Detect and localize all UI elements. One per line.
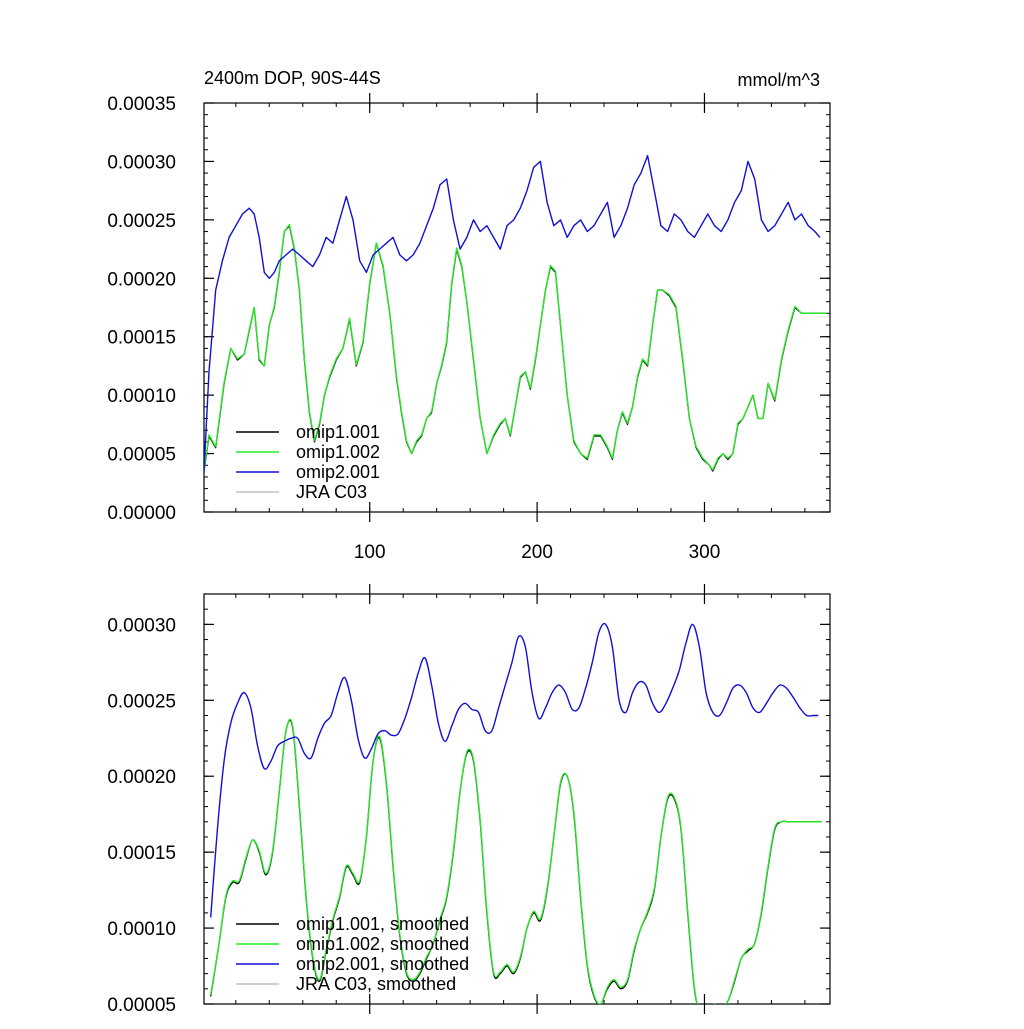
y-tick-label: 0.00025 (107, 211, 176, 232)
units-label: mmol/m^3 (737, 70, 820, 90)
series-line-omip1-002-smoothed (210, 718, 822, 1004)
legend-label: omip1.002 (296, 442, 380, 462)
x-tick-label: 200 (521, 542, 553, 563)
y-tick-label: 0.00015 (107, 843, 176, 864)
y-tick-label: 0.00020 (107, 269, 176, 290)
plot-frame (203, 102, 831, 513)
y-tick-label: 0.00020 (107, 767, 176, 788)
series-line-omip2-001 (204, 154, 821, 472)
series-line-omip1-002 (204, 223, 827, 471)
chart-title: 2400m DOP, 90S-44S (204, 68, 381, 88)
y-tick-label: 0.00025 (107, 691, 176, 712)
y-tick-label: 0.00010 (107, 919, 176, 940)
plot-frame (203, 593, 831, 1005)
y-tick-label: 0.00015 (107, 328, 176, 349)
legend-label: omip1.001, smoothed (296, 914, 469, 934)
legend-label: JRA C03 (296, 482, 367, 502)
legend-label: omip2.001, smoothed (296, 954, 469, 974)
y-tick-label: 0.00010 (107, 386, 176, 407)
series-line-omip2-001-smoothed (210, 622, 819, 918)
x-tick-label: 100 (354, 542, 386, 563)
legend-label: JRA C03, smoothed (296, 974, 456, 994)
legend-label: omip2.001 (296, 462, 380, 482)
legend-label: omip1.002, smoothed (296, 934, 469, 954)
y-tick-label: 0.00005 (107, 995, 176, 1016)
y-tick-label: 0.00035 (107, 94, 176, 115)
plot-panel-top: 0.00000 0.00005 0.00010 0.00015 0.00020 0.000… (107, 93, 831, 563)
series-group (204, 154, 827, 472)
y-tick-label: 0.00030 (107, 152, 176, 173)
y-tick-label: 0.00000 (107, 503, 176, 524)
y-tick-label: 0.00030 (107, 615, 176, 636)
plot-panel-bottom: 0.00005 0.00010 0.00015 0.00020 0.00025 0.000… (107, 584, 831, 1016)
series-group (210, 622, 822, 1004)
legend-label: omip1.001 (296, 422, 380, 442)
x-tick-label: 300 (689, 542, 721, 563)
y-tick-label: 0.00005 (107, 445, 176, 466)
